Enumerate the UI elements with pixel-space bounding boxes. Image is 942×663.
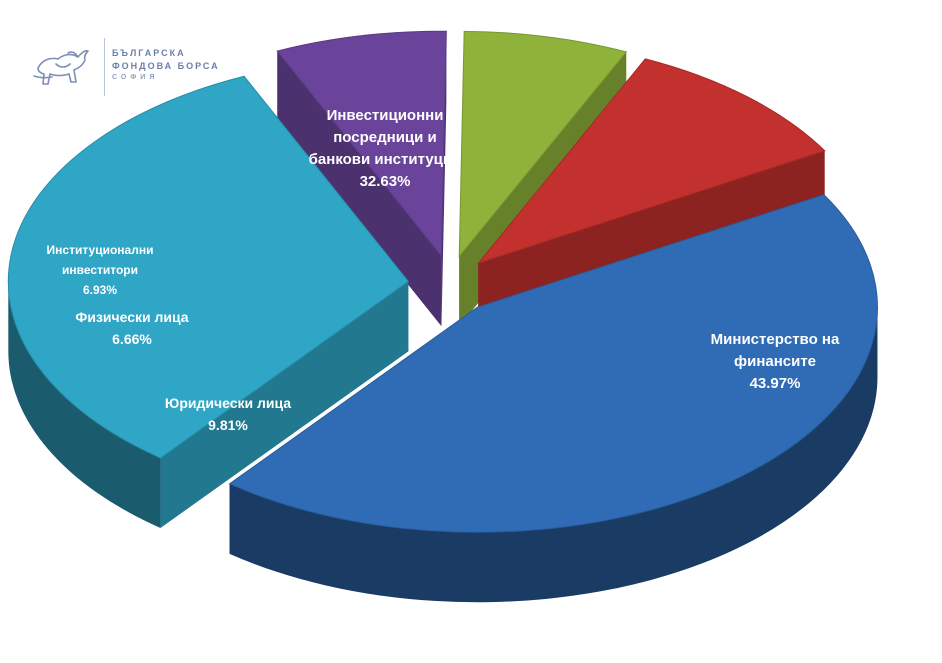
pie-slice (7, 75, 410, 528)
slice-top (7, 75, 410, 459)
slice-side (277, 51, 442, 327)
slice-label: Министерство на финансите 43.97% (711, 331, 840, 392)
slice-top (458, 30, 628, 258)
slice-name: банкови институции (309, 151, 462, 168)
pie-slice (228, 194, 878, 603)
slice-outer-wall (8, 281, 161, 528)
slice-value: 43.97% (750, 375, 801, 392)
slice-name: Министерство на (711, 331, 840, 348)
slice-name: Юридически лица (165, 395, 291, 411)
slice-label: Юридически лица 9.81% (165, 395, 291, 433)
bull-icon (33, 49, 89, 85)
slice-name: Физически лица (75, 309, 188, 325)
logo-line-3: СОФИЯ (112, 74, 159, 81)
slice-top (276, 30, 447, 258)
slice-outer-wall (229, 307, 878, 603)
slice-label: Инвестиционни посредници и банкови институ… (309, 107, 462, 190)
logo-line-1: БЪЛГАРСКА (112, 48, 186, 58)
slice-value: 9.81% (208, 417, 248, 433)
logo-line-2: ФОНДОВА БОРСА (112, 61, 220, 71)
logo: БЪЛГАРСКА ФОНДОВА БОРСА СОФИЯ (22, 28, 232, 108)
slice-name: инвеститори (62, 263, 138, 277)
slice-label: Институционални инвеститори 6.93% (47, 243, 154, 297)
slice-value: 6.66% (112, 331, 152, 347)
pie-slice (276, 30, 447, 327)
slice-name: Институционални (47, 243, 154, 257)
slice-side (160, 281, 409, 528)
slice-name: посредници и (333, 129, 437, 146)
slice-top (228, 194, 878, 533)
slice-value: 32.63% (360, 173, 411, 190)
slice-name: Инвестиционни (327, 107, 444, 124)
slice-label: Физически лица 6.66% (75, 309, 188, 347)
slice-name: финансите (734, 353, 816, 370)
slice-value: 6.93% (83, 283, 117, 297)
logo-divider (104, 38, 105, 96)
slice-top (476, 58, 826, 265)
